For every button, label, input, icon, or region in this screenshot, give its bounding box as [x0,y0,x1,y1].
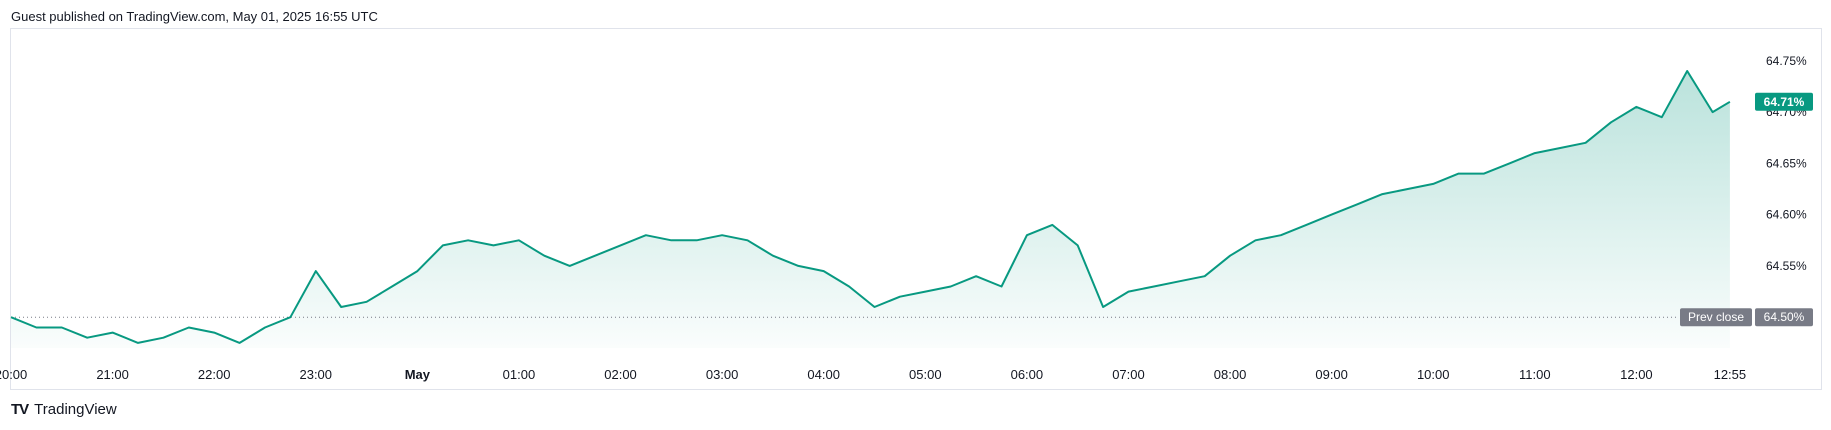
x-tick-label: 07:00 [1112,367,1145,382]
footer-brand[interactable]: TV TradingView [11,401,117,418]
x-tick-label: 06:00 [1011,367,1044,382]
y-tick-label: 64.60% [1766,208,1807,222]
last-price-badge [1755,92,1813,111]
x-tick-label: 10:00 [1417,367,1450,382]
x-tick-label: 08:00 [1214,367,1247,382]
x-tick-label: 20:00 [0,367,27,382]
last-price-value: 64.71% [1764,95,1805,109]
x-tick-label: 21:00 [96,367,129,382]
tradingview-logo-icon: TV [11,401,29,418]
brand-name: TradingView [34,401,117,418]
x-tick-label: 11:00 [1519,367,1551,382]
x-tick-label: 12:55 [1714,367,1747,382]
series-line [10,70,1731,344]
x-tick-label: 09:00 [1315,367,1348,382]
y-tick-label: 64.75% [1766,54,1807,68]
published-caption: Guest published on TradingView.com, May … [11,9,378,24]
x-tick-label: 12:00 [1620,367,1653,382]
x-tick-label: 02:00 [604,367,637,382]
x-tick-label: 03:00 [706,367,739,382]
prev-close-badge [1680,308,1752,327]
x-tick-label: 22:00 [198,367,231,382]
series-area [11,71,1730,348]
x-tick-label: 23:00 [299,367,332,382]
x-tick-label: 04:00 [807,367,840,382]
y-tick-label: 64.65% [1766,156,1807,170]
chart-frame [10,28,1822,390]
prev-close-value-badge [1755,308,1813,327]
prev-close-value: 64.50% [1764,310,1805,324]
x-tick-label: May [405,367,431,382]
prev-close-label: Prev close [1688,310,1744,324]
x-tick-label: 05:00 [909,367,942,382]
x-tick-label: 01:00 [503,367,536,382]
y-tick-label: 64.55% [1766,259,1807,273]
